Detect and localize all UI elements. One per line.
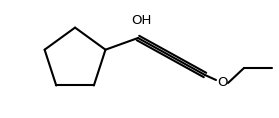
Text: O: O bbox=[217, 76, 227, 89]
Text: OH: OH bbox=[131, 13, 151, 27]
